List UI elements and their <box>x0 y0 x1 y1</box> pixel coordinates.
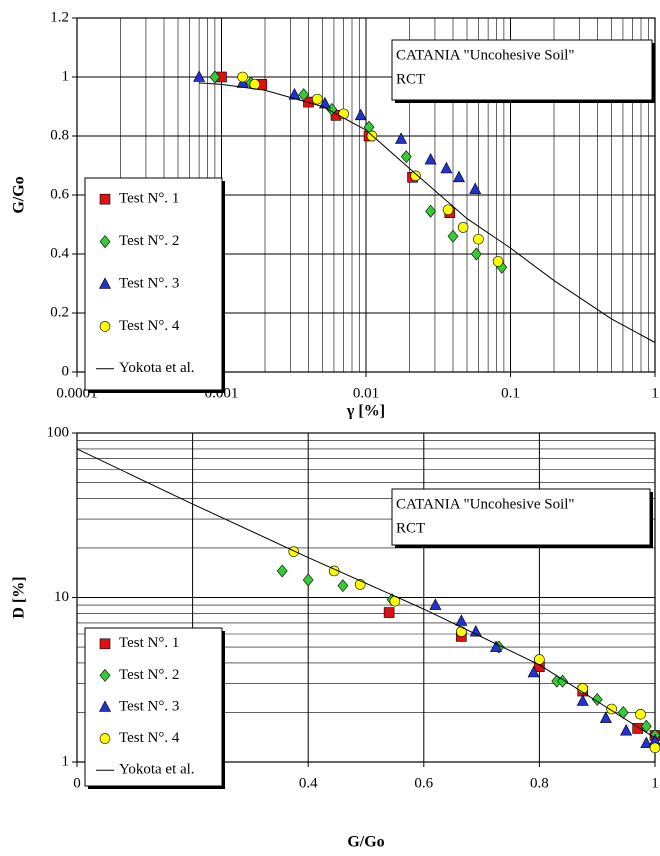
marker-circle <box>456 626 467 637</box>
marker-triangle <box>395 132 408 144</box>
legend-swatch <box>99 277 111 289</box>
x-tick-label: 0.6 <box>414 775 433 791</box>
legend-label: Test N°. 2 <box>119 233 179 249</box>
marker-triangle <box>469 625 482 637</box>
legend-label: Yokota et al. <box>119 762 195 778</box>
y-tick-label: 0.4 <box>50 245 69 261</box>
legend-label: Test N°. 4 <box>119 730 180 746</box>
x-axis-title: G/Go <box>347 834 384 851</box>
marker-circle <box>442 204 454 216</box>
marker-triangle <box>452 170 465 183</box>
marker-square <box>632 723 643 734</box>
x-tick-label: 0.01 <box>353 385 379 401</box>
marker-triangle <box>576 694 589 706</box>
legend-swatch <box>99 638 111 650</box>
legend-swatch <box>99 700 111 712</box>
marker-diamond <box>470 247 482 261</box>
y-tick-label: 1 <box>62 753 70 769</box>
marker-circle <box>606 703 617 715</box>
marker-circle <box>311 93 323 105</box>
marker-circle <box>338 108 349 120</box>
marker-triangle <box>527 665 540 678</box>
y-tick-label: 0.8 <box>50 127 69 143</box>
marker-triangle <box>424 152 437 165</box>
annotation: CATANIA "Uncohesive Soil" <box>396 496 575 512</box>
marker-circle <box>410 170 421 182</box>
marker-triangle <box>429 598 442 610</box>
x-axis-title: γ [%] <box>346 403 385 420</box>
marker-circle <box>492 256 504 267</box>
marker-triangle <box>288 88 301 100</box>
y-tick-label: 10 <box>54 589 69 605</box>
legend-swatch <box>99 235 111 249</box>
marker-triangle <box>440 161 453 174</box>
x-tick-label: 0.8 <box>530 775 549 791</box>
marker-triangle <box>354 108 367 121</box>
annotation: RCT <box>396 71 425 87</box>
legend-label: Test N°. 1 <box>119 635 179 651</box>
marker-circle <box>249 79 261 90</box>
marker-circle <box>649 742 660 754</box>
y-tick-label: 0.2 <box>50 304 69 320</box>
x-tick-label: 0.1 <box>501 385 520 401</box>
legend-swatch <box>99 733 111 744</box>
marker-circle <box>457 222 469 233</box>
plot-frame <box>76 432 656 763</box>
marker-triangle <box>469 182 482 194</box>
line <box>76 448 656 739</box>
marker-triangle <box>455 614 468 626</box>
marker-circle <box>473 233 484 245</box>
legend-swatch <box>99 668 111 682</box>
legend-swatch <box>99 193 111 205</box>
legend-label: Test N°. 2 <box>119 667 179 683</box>
y-tick-label: 1.2 <box>50 9 69 25</box>
marker-circle <box>635 708 646 720</box>
x-tick-label: 0.4 <box>299 775 318 791</box>
marker-diamond <box>425 204 437 218</box>
marker-square <box>383 607 395 618</box>
y-tick-label: 0.6 <box>50 186 69 202</box>
marker-diamond <box>209 70 221 84</box>
legend-swatch <box>99 321 111 332</box>
marker-circle <box>288 546 300 557</box>
y-tick-label: 0 <box>62 363 70 379</box>
legend-label: Test N°. 4 <box>119 318 180 334</box>
x-tick-label: 1 <box>651 385 659 401</box>
y-tick-label: 100 <box>47 424 70 440</box>
y-axis-title: D [%] <box>11 576 28 618</box>
y-axis-title: G/Go <box>11 176 28 213</box>
marker-circle <box>237 71 248 83</box>
annotation-box <box>391 39 653 101</box>
annotation: CATANIA "Uncohesive Soil" <box>396 47 575 63</box>
legend-label: Test N°. 3 <box>119 698 179 714</box>
marker-diamond <box>617 706 629 719</box>
marker-diamond <box>400 150 412 164</box>
marker-triangle <box>490 640 503 652</box>
annotation-box <box>391 488 651 546</box>
plot-frame <box>76 17 656 373</box>
marker-triangle <box>620 724 633 736</box>
marker-diamond <box>337 579 349 593</box>
marker-diamond <box>447 229 459 243</box>
x-tick-label: 0 <box>73 775 81 791</box>
marker-triangle <box>640 736 653 749</box>
marker-diamond <box>302 573 314 587</box>
annotation: RCT <box>396 520 425 536</box>
marker-triangle <box>599 711 612 723</box>
legend-label: Yokota et al. <box>119 360 195 376</box>
x-tick-label: 1 <box>651 775 659 791</box>
line <box>199 82 656 343</box>
legend-label: Test N°. 3 <box>119 275 179 291</box>
y-tick-label: 1 <box>62 68 70 84</box>
legend-label: Test N°. 1 <box>119 191 179 207</box>
marker-triangle <box>193 70 206 82</box>
marker-diamond <box>276 564 288 578</box>
